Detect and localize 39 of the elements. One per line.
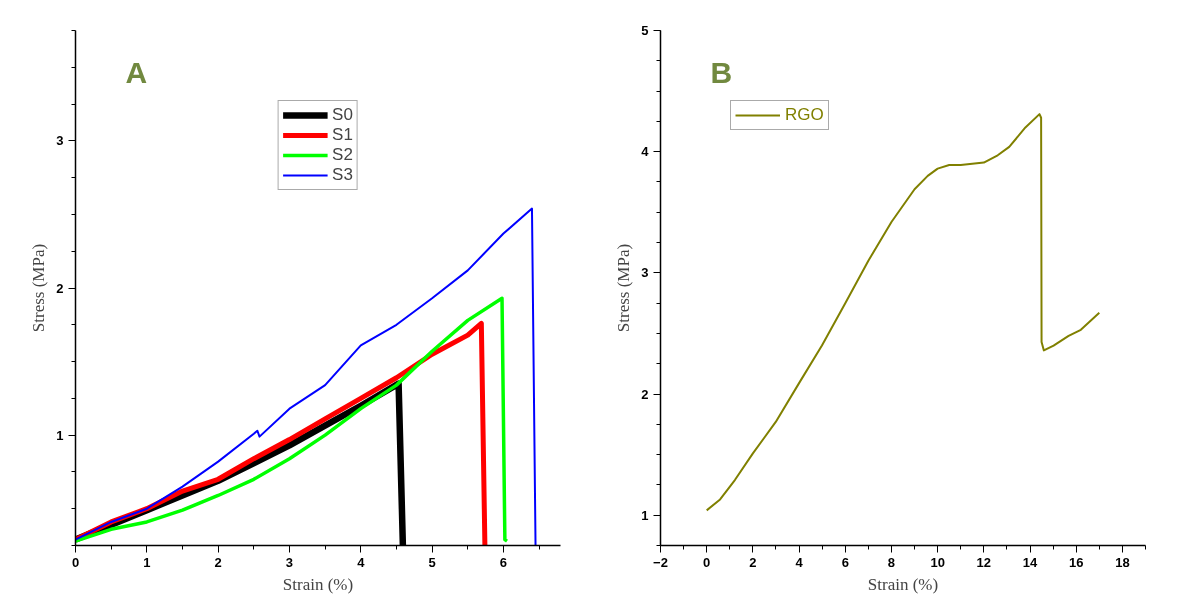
x-tick-label: 18 [1115,554,1130,570]
x-tick-label: 12 [976,554,992,570]
x-tick-label: 14 [1022,554,1039,570]
legend-label: S3 [332,165,353,185]
x-tick-label: 6 [841,554,849,570]
x-tick-label: 4 [357,554,366,570]
x-tick-label: 8 [887,554,896,570]
y-tick-label: 1 [641,507,649,523]
y-tick-label: 3 [56,133,64,149]
x-tick-label: 16 [1068,554,1084,570]
text: A [125,56,148,90]
x-tick-label: 10 [930,554,945,570]
x-tick-label: 4 [795,554,804,570]
line-series [75,296,509,543]
x-axis-title: Strain (%) [282,574,354,594]
y-axis-title: Stress (MPa) [614,243,634,333]
x-tick-label: 3 [285,554,294,570]
x-axis-title: Strain (%) [867,574,939,594]
legend-label: S2 [332,145,353,165]
legend-label: S0 [332,105,353,125]
x-tick-label: 5 [428,554,436,570]
y-tick-label: 2 [641,386,649,402]
x-tick-label: −2 [653,554,668,570]
legend-label: RGO [785,105,824,125]
y-tick-label: 3 [641,265,649,281]
y-tick-label: 5 [641,23,649,38]
y-axis-title: Stress (MPa) [29,243,49,333]
x-tick-label: 6 [499,554,508,570]
x-tick-label: 2 [214,554,222,570]
x-tick-label: 0 [703,554,711,570]
text: B [710,56,733,90]
y-tick-label: 2 [56,280,64,296]
y-tick-label: 4 [641,144,650,160]
legend-label: S1 [332,125,353,145]
x-tick-label: 0 [71,554,80,570]
y-tick-label: 1 [56,427,64,443]
x-tick-label: 1 [143,554,151,570]
line-series [75,207,537,546]
x-tick-label: 2 [749,554,757,570]
